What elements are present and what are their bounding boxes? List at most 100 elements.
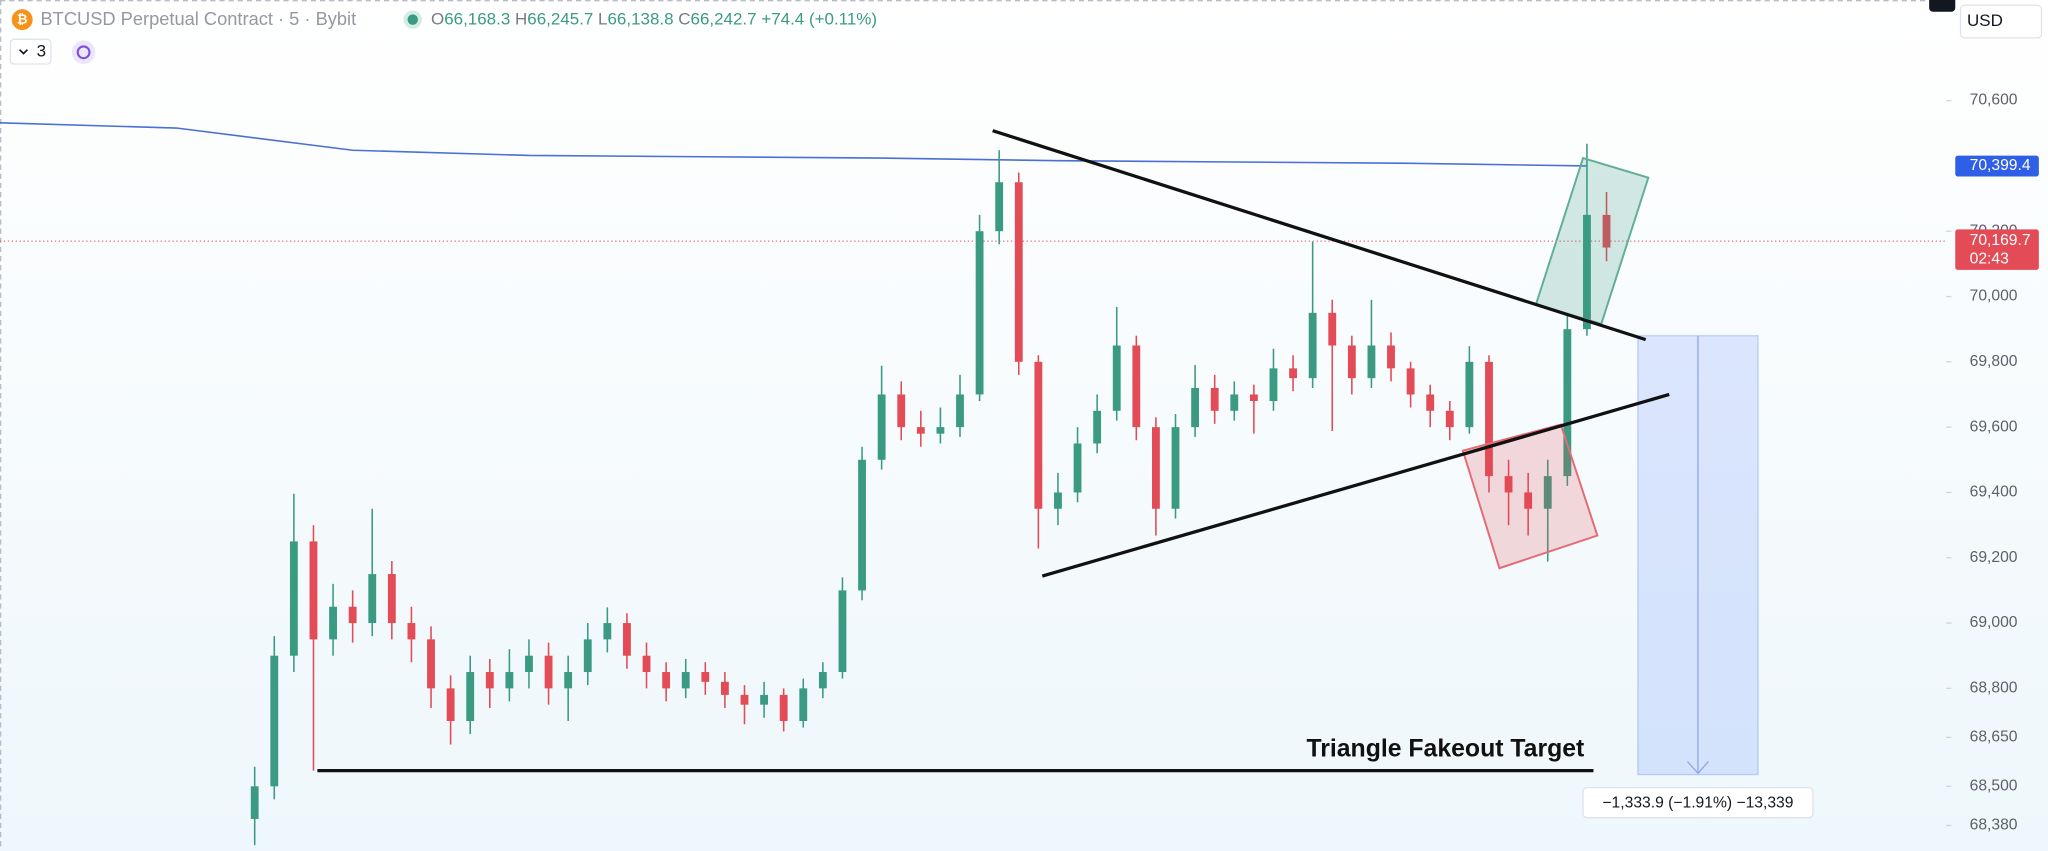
currency: USD xyxy=(1967,11,2003,30)
candle-body xyxy=(348,606,357,624)
c-key: C xyxy=(678,10,690,29)
candle-body xyxy=(564,672,573,689)
candle-body xyxy=(505,672,514,689)
candle-body xyxy=(1465,361,1474,428)
upper-trendline xyxy=(992,129,1647,342)
y-tick-label: 69,400 xyxy=(1970,484,2018,501)
candle-body xyxy=(1445,410,1454,428)
candle-body xyxy=(642,655,651,673)
l-key: L xyxy=(598,10,607,29)
candle-body xyxy=(1504,476,1513,493)
candle-body xyxy=(1014,182,1023,362)
candle-body xyxy=(387,574,396,624)
candle-body xyxy=(1034,361,1043,509)
l-value: 66,138.8 xyxy=(607,10,673,29)
currency-select[interactable] xyxy=(1959,4,2043,39)
candle-body xyxy=(995,182,1004,232)
candles xyxy=(0,122,1947,846)
candle-body xyxy=(427,639,435,689)
candle-body xyxy=(956,394,964,428)
candle-body xyxy=(818,672,827,689)
candle-body xyxy=(1073,443,1082,493)
candle-body xyxy=(1543,476,1552,509)
candle-body xyxy=(701,672,710,682)
y-tick-label: 69,800 xyxy=(1970,353,2018,370)
measure-arrowhead xyxy=(1687,761,1709,775)
candle-body xyxy=(1583,214,1591,330)
fakeout-box xyxy=(1461,423,1599,570)
candle-body xyxy=(1347,345,1356,379)
candle-body xyxy=(544,655,553,689)
candle-body xyxy=(1210,387,1219,411)
measure-label: −1,333.9 (−1.91%) −13,339 xyxy=(1602,794,1793,811)
y-tick-label: 68,650 xyxy=(1970,728,2018,745)
h-value: 66,245.7 xyxy=(527,10,593,29)
candle-body xyxy=(525,655,533,673)
y-tick-label: 69,000 xyxy=(1970,614,2018,631)
c-value: 66,242.7 xyxy=(691,10,757,29)
candle-body xyxy=(1289,368,1297,379)
candle-body xyxy=(485,672,494,689)
o-key: O xyxy=(431,10,444,29)
measure-label-box xyxy=(1582,786,1814,819)
candle-body xyxy=(309,541,318,640)
h-key: H xyxy=(515,10,527,29)
candle-body xyxy=(916,427,925,434)
y-tick-label: 69,200 xyxy=(1970,549,2018,566)
candle-body xyxy=(446,688,455,722)
candle-body xyxy=(740,694,749,705)
status-dot xyxy=(407,14,418,25)
candle-body xyxy=(1602,214,1611,248)
candle-body xyxy=(877,394,886,460)
candle-body xyxy=(1485,361,1493,477)
candle-body xyxy=(1132,345,1141,428)
candle-body xyxy=(838,590,847,673)
candle-body xyxy=(583,639,592,673)
candle-body xyxy=(329,606,337,640)
candle-body xyxy=(975,231,984,395)
sync-button[interactable] xyxy=(71,40,96,65)
symbol: BTCUSD Perpetual Contract · 5 · Bybit xyxy=(40,8,356,29)
average-line xyxy=(0,122,1587,167)
candle-body xyxy=(662,672,671,689)
candle-body xyxy=(368,574,377,624)
plus-button[interactable] xyxy=(1929,0,1956,12)
price-labels: 70,399.4 70,169.7 02:43 xyxy=(1955,155,2039,270)
candle-body xyxy=(289,541,298,656)
candle-body xyxy=(779,694,788,722)
candle-body xyxy=(1406,368,1415,395)
last-price-label: 70,169.7 xyxy=(1970,232,2031,249)
indicator-count: 3 xyxy=(37,42,46,61)
candle-body xyxy=(799,688,808,722)
target-text: Triangle Fakeout Target xyxy=(1306,735,1584,762)
lower-trendline xyxy=(1041,392,1670,578)
candle-body xyxy=(1308,312,1317,379)
candle-body xyxy=(1367,345,1376,379)
candle-body xyxy=(1249,394,1258,402)
candle-body xyxy=(1230,394,1239,411)
candle-body xyxy=(466,672,475,722)
candle-body xyxy=(407,623,416,640)
y-tick-label: 70,600 xyxy=(1970,92,2018,109)
y-tick-label: 68,800 xyxy=(1970,679,2018,696)
candle-body xyxy=(1524,492,1533,509)
candle-body xyxy=(250,786,259,819)
candle-body xyxy=(897,394,906,428)
o-value: 66,168.3 xyxy=(444,10,510,29)
countdown: 02:43 xyxy=(1970,251,2009,268)
candle-body xyxy=(1426,394,1435,411)
indicator-toggle[interactable] xyxy=(9,38,52,65)
candle-body xyxy=(1563,329,1572,477)
candle-body xyxy=(720,681,729,695)
chevron xyxy=(18,49,29,55)
candle-body xyxy=(270,655,279,787)
candle-body xyxy=(623,623,631,656)
y-tick-label: 69,600 xyxy=(1970,418,2018,435)
candle-body xyxy=(603,623,612,640)
ohlc: O66,168.3 H66,245.7 L66,138.8 C66,242.7 … xyxy=(431,10,877,29)
candle-body xyxy=(1191,387,1200,428)
candle-body xyxy=(858,459,866,591)
y-tick-label: 68,500 xyxy=(1970,777,2018,794)
